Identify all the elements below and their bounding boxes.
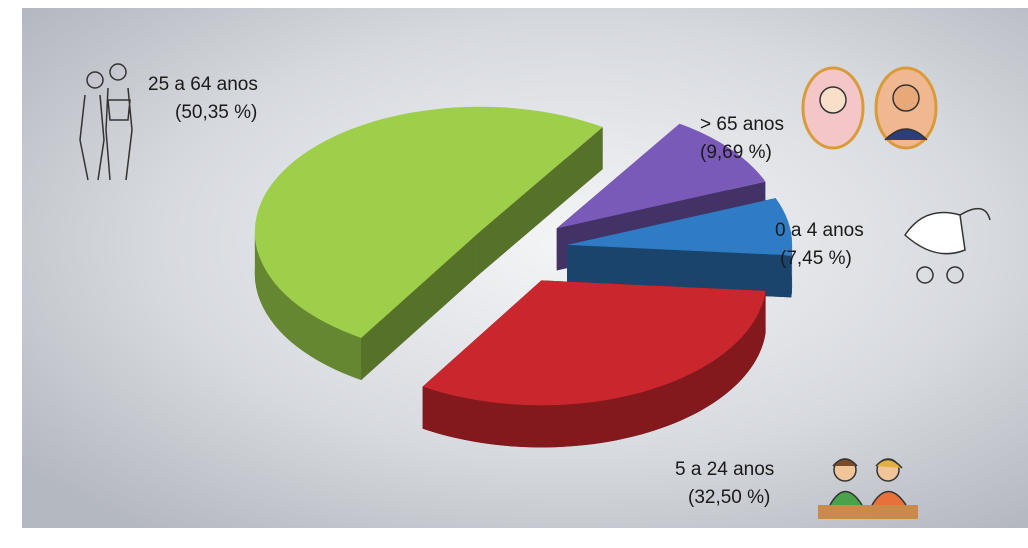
value-label: (32,50 %)	[688, 487, 770, 508]
slice	[422, 280, 766, 448]
slice-side	[422, 290, 766, 448]
slice	[254, 106, 603, 380]
slice-label: 5 a 24 anos	[675, 459, 774, 480]
pie	[254, 106, 793, 448]
value-label: (9,69 %)	[700, 142, 772, 163]
elderly-icon	[801, 66, 938, 150]
value-label: (50,35 %)	[175, 102, 257, 123]
icons	[79, 63, 991, 519]
slice	[422, 280, 766, 406]
adults-icon	[79, 63, 133, 181]
slice	[556, 123, 766, 229]
children-icon	[818, 458, 918, 519]
slice	[254, 106, 603, 338]
slice-wall	[479, 127, 603, 274]
stroller-icon	[904, 207, 991, 284]
value-label: (7,45 %)	[780, 248, 852, 269]
slice-label: 0 a 4 anos	[775, 220, 864, 241]
slice-side	[254, 231, 362, 380]
slice-wall	[361, 231, 480, 380]
slice	[567, 198, 793, 256]
slice-side	[791, 244, 793, 298]
slice-label: 25 a 64 anos	[148, 74, 258, 95]
slice-label: > 65 anos	[700, 114, 784, 135]
